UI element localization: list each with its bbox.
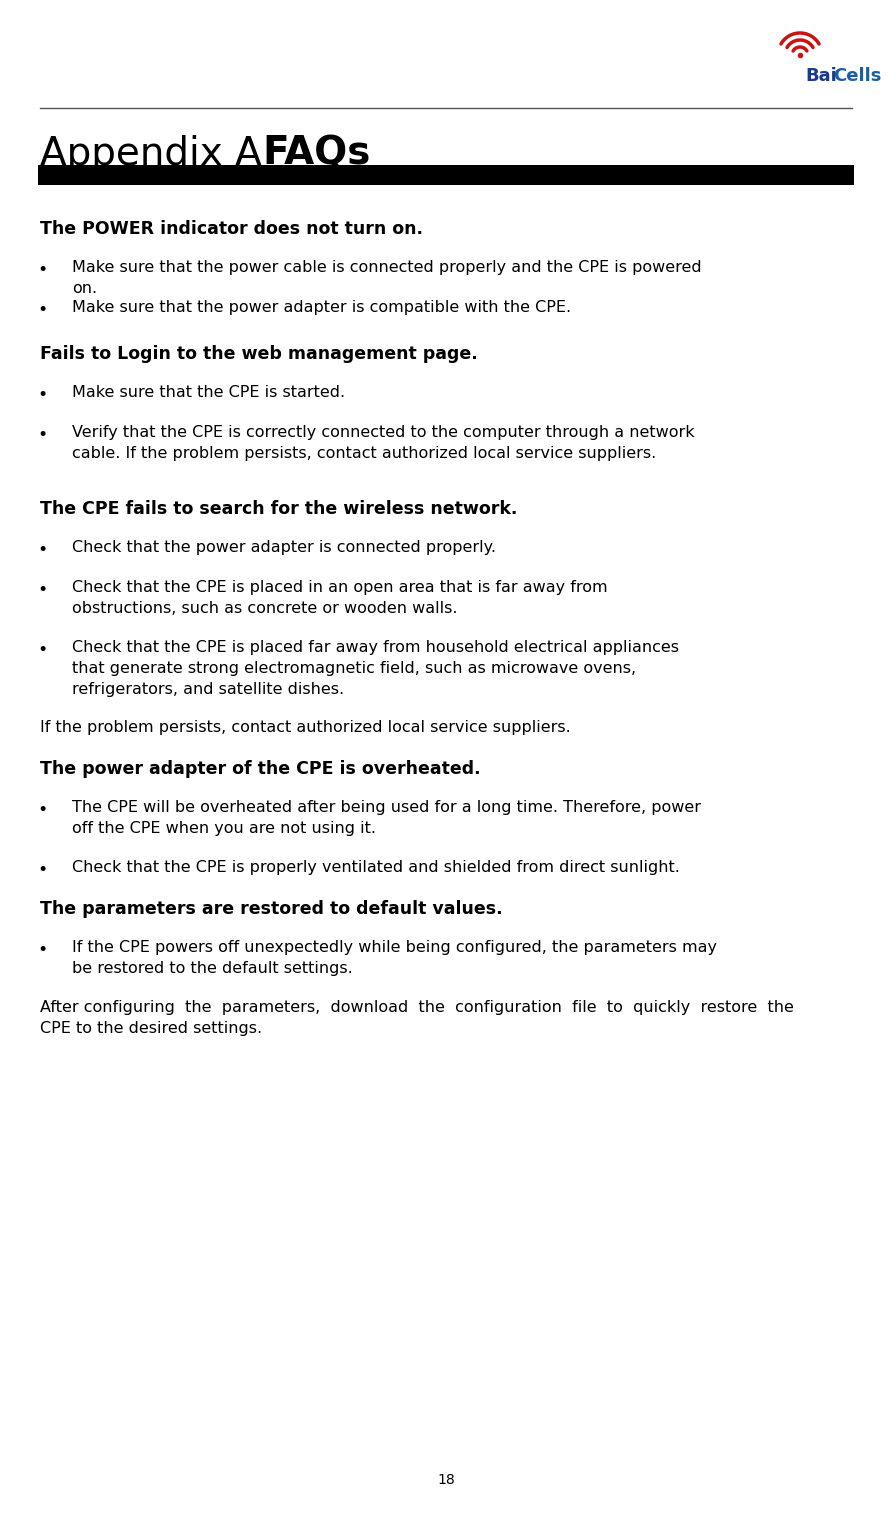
Text: Make sure that the power cable is connected properly and the CPE is powered: Make sure that the power cable is connec… (72, 260, 702, 275)
Text: The POWER indicator does not turn on.: The POWER indicator does not turn on. (40, 219, 423, 238)
Text: 18: 18 (437, 1474, 455, 1487)
Text: on.: on. (72, 281, 97, 297)
Text: If the problem persists, contact authorized local service suppliers.: If the problem persists, contact authori… (40, 720, 571, 735)
Bar (38, 165, 854, 185)
Text: Check that the CPE is placed in an open area that is far away from: Check that the CPE is placed in an open … (72, 579, 607, 595)
Text: •: • (37, 941, 47, 959)
Text: FAQs: FAQs (262, 135, 370, 172)
Text: be restored to the default settings.: be restored to the default settings. (72, 961, 352, 976)
Text: Make sure that the CPE is started.: Make sure that the CPE is started. (72, 384, 345, 399)
Text: off the CPE when you are not using it.: off the CPE when you are not using it. (72, 822, 376, 837)
Text: CPE to the desired settings.: CPE to the desired settings. (40, 1021, 262, 1036)
Text: Cells: Cells (833, 67, 881, 85)
Text: •: • (37, 542, 47, 558)
Text: Verify that the CPE is correctly connected to the computer through a network: Verify that the CPE is correctly connect… (72, 425, 695, 440)
Text: •: • (37, 301, 47, 319)
Text: •: • (37, 642, 47, 660)
Text: Check that the CPE is properly ventilated and shielded from direct sunlight.: Check that the CPE is properly ventilate… (72, 859, 680, 875)
Text: Make sure that the power adapter is compatible with the CPE.: Make sure that the power adapter is comp… (72, 300, 571, 315)
Text: If the CPE powers off unexpectedly while being configured, the parameters may: If the CPE powers off unexpectedly while… (72, 940, 717, 955)
Text: obstructions, such as concrete or wooden walls.: obstructions, such as concrete or wooden… (72, 601, 458, 616)
Text: •: • (37, 427, 47, 443)
Text: refrigerators, and satellite dishes.: refrigerators, and satellite dishes. (72, 682, 344, 697)
Text: •: • (37, 262, 47, 278)
Text: that generate strong electromagnetic field, such as microwave ovens,: that generate strong electromagnetic fie… (72, 661, 636, 676)
Text: cable. If the problem persists, contact authorized local service suppliers.: cable. If the problem persists, contact … (72, 446, 657, 461)
Text: Appendix A: Appendix A (40, 135, 286, 172)
Text: Fails to Login to the web management page.: Fails to Login to the web management pag… (40, 345, 478, 363)
Text: •: • (37, 581, 47, 599)
Text: Check that the CPE is placed far away from household electrical appliances: Check that the CPE is placed far away fr… (72, 640, 679, 655)
Text: Bai: Bai (805, 67, 837, 85)
Text: After configuring  the  parameters,  download  the  configuration  file  to  qui: After configuring the parameters, downlo… (40, 1000, 794, 1015)
Text: The CPE fails to search for the wireless network.: The CPE fails to search for the wireless… (40, 499, 517, 517)
Text: •: • (37, 386, 47, 404)
Text: The power adapter of the CPE is overheated.: The power adapter of the CPE is overheat… (40, 760, 481, 778)
Text: The CPE will be overheated after being used for a long time. Therefore, power: The CPE will be overheated after being u… (72, 800, 701, 816)
Text: Check that the power adapter is connected properly.: Check that the power adapter is connecte… (72, 540, 496, 555)
Text: •: • (37, 800, 47, 819)
Text: The parameters are restored to default values.: The parameters are restored to default v… (40, 900, 502, 918)
Text: •: • (37, 861, 47, 879)
